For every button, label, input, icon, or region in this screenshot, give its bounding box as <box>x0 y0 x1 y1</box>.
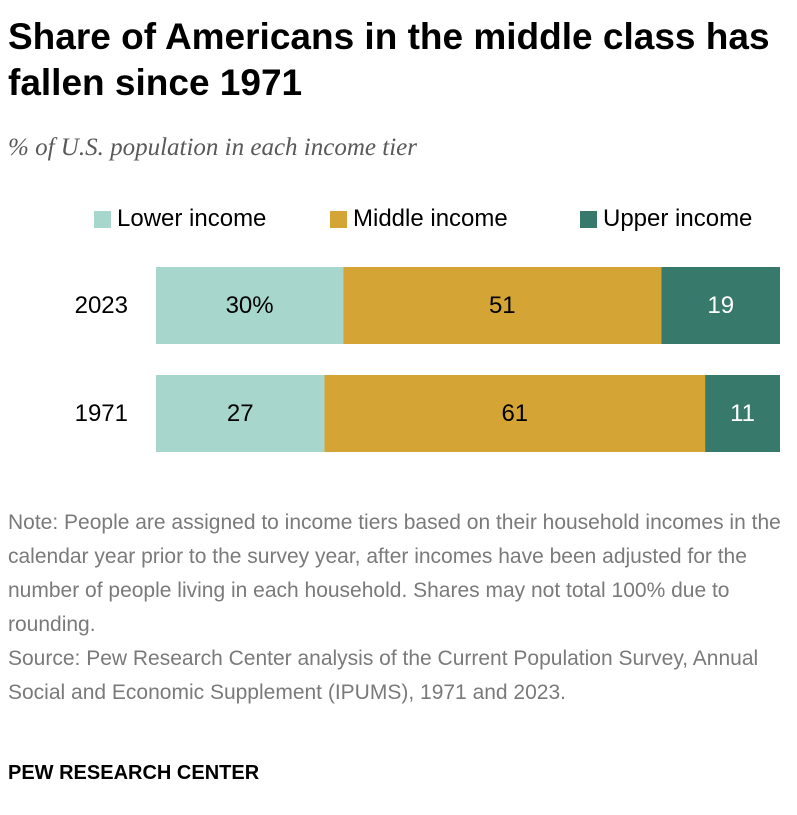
data-label-upper-1971: 11 <box>730 400 755 427</box>
legend: Lower income Middle income Upper income <box>0 204 797 234</box>
data-label-lower-1971: 27 <box>227 400 254 427</box>
legend-swatch-lower <box>94 210 111 228</box>
bar-segment-lower-1971 <box>156 375 325 452</box>
bar-segment-middle-1971 <box>324 375 706 452</box>
legend-item-middle: Middle income <box>330 204 508 234</box>
bar-segment-upper-1971 <box>705 375 780 452</box>
legend-item-lower: Lower income <box>94 204 266 234</box>
legend-swatch-upper <box>580 210 597 228</box>
legend-swatch-middle <box>330 210 347 228</box>
data-label-upper-2023: 19 <box>707 292 734 319</box>
bar-segment-lower-2023 <box>156 267 344 344</box>
legend-item-upper: Upper income <box>580 204 752 234</box>
legend-label-middle: Middle income <box>353 205 508 232</box>
source-text: Source: Pew Research Center analysis of … <box>8 647 759 704</box>
data-label-middle-2023: 51 <box>489 292 516 319</box>
note-text: Note: People are assigned to income tier… <box>8 511 781 636</box>
chart-notes: Note: People are assigned to income tier… <box>8 506 793 710</box>
bar-segment-upper-2023 <box>661 267 780 344</box>
stacked-bar-chart: 2023 30% 51 19 1971 27 61 11 <box>75 267 780 452</box>
bar-segment-middle-2023 <box>343 267 662 344</box>
category-label-1971: 1971 <box>75 400 128 427</box>
category-label-2023: 2023 <box>75 292 128 319</box>
data-label-lower-2023: 30% <box>226 292 274 319</box>
data-label-middle-1971: 61 <box>501 400 528 427</box>
brand-logo-text: PEW RESEARCH CENTER <box>8 762 260 784</box>
chart-subtitle: % of U.S. population in each income tier <box>8 134 417 161</box>
legend-label-upper: Upper income <box>603 205 753 232</box>
chart-title: Share of Americans in the middle class h… <box>8 16 770 103</box>
legend-label-lower: Lower income <box>117 205 267 232</box>
